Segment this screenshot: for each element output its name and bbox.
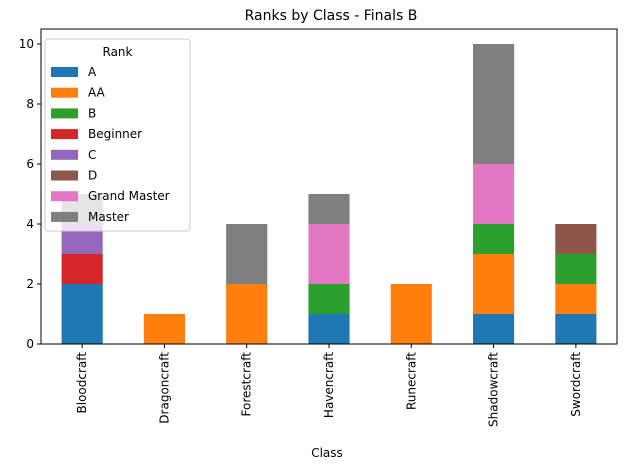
bar-havencraft-master <box>308 194 350 224</box>
bar-forestcraft-aa <box>226 284 268 344</box>
bar-shadowcraft-b <box>473 224 515 254</box>
x-tick-label-bloodcraft: Bloodcraft <box>75 352 89 414</box>
x-tick-label-havencraft: Havencraft <box>322 352 336 418</box>
legend-label-beginner: Beginner <box>88 127 142 141</box>
y-tick-label-6: 6 <box>26 157 34 171</box>
x-tick-label-shadowcraft: Shadowcraft <box>487 352 501 427</box>
axes-group: 0 2 4 6 8 10 Bloodcraft Dragoncraft Forestcraft H… <box>19 28 618 427</box>
legend-swatch-d <box>51 170 78 181</box>
y-tick-label-8: 8 <box>26 97 34 111</box>
legend-label-master: Master <box>88 210 129 224</box>
x-axis-label: Class <box>311 446 343 460</box>
legend-box <box>44 38 191 232</box>
bar-dragoncraft-aa <box>143 314 185 344</box>
y-tick-label-4: 4 <box>26 217 34 231</box>
bar-swordcraft-aa <box>555 284 597 314</box>
legend-label-b: B <box>88 106 96 120</box>
bar-swordcraft-d <box>555 224 597 254</box>
bar-shadowcraft-master <box>473 44 515 164</box>
legend-swatch-aa <box>51 87 78 98</box>
x-tick-label-forestcraft: Forestcraft <box>240 352 254 417</box>
legend-label-d: D <box>88 169 97 183</box>
bar-havencraft-a <box>308 314 350 344</box>
legend-swatch-a <box>51 67 78 77</box>
bar-forestcraft-master <box>226 224 268 284</box>
bar-swordcraft-a <box>555 314 597 344</box>
legend-swatch-beginner <box>51 129 78 140</box>
bar-shadowcraft-grand-master <box>473 164 515 224</box>
x-tick-label-runecraft: Runecraft <box>404 352 418 410</box>
legend-label-c: C <box>88 148 96 162</box>
legend-title: Rank <box>103 45 133 59</box>
bar-havencraft-grand-master <box>308 224 350 284</box>
legend-swatch-b <box>51 108 78 119</box>
bar-bloodcraft-beginner <box>61 254 103 284</box>
legend-swatch-c <box>51 149 78 160</box>
chart-title: Ranks by Class - Finals B <box>245 8 418 24</box>
x-tick-label-swordcraft: Swordcraft <box>569 352 583 417</box>
legend-label-a: A <box>88 65 97 79</box>
bar-havencraft-b <box>308 284 350 314</box>
bar-swordcraft-b <box>555 254 597 284</box>
x-tick-label-dragoncraft: Dragoncraft <box>157 352 171 424</box>
y-tick-label-2: 2 <box>26 277 34 291</box>
legend-swatch-master <box>51 211 78 222</box>
legend-label-aa: AA <box>88 86 106 100</box>
bar-runecraft-aa <box>390 284 432 344</box>
bar-bloodcraft-a <box>61 284 103 344</box>
legend-swatch-grand-master <box>51 191 78 202</box>
y-tick-label-0: 0 <box>26 337 34 351</box>
bar-shadowcraft-aa <box>473 254 515 314</box>
bar-shadowcraft-a <box>473 314 515 344</box>
legend-label-grand-master: Grand Master <box>88 189 170 203</box>
y-tick-label-10: 10 <box>19 37 34 51</box>
